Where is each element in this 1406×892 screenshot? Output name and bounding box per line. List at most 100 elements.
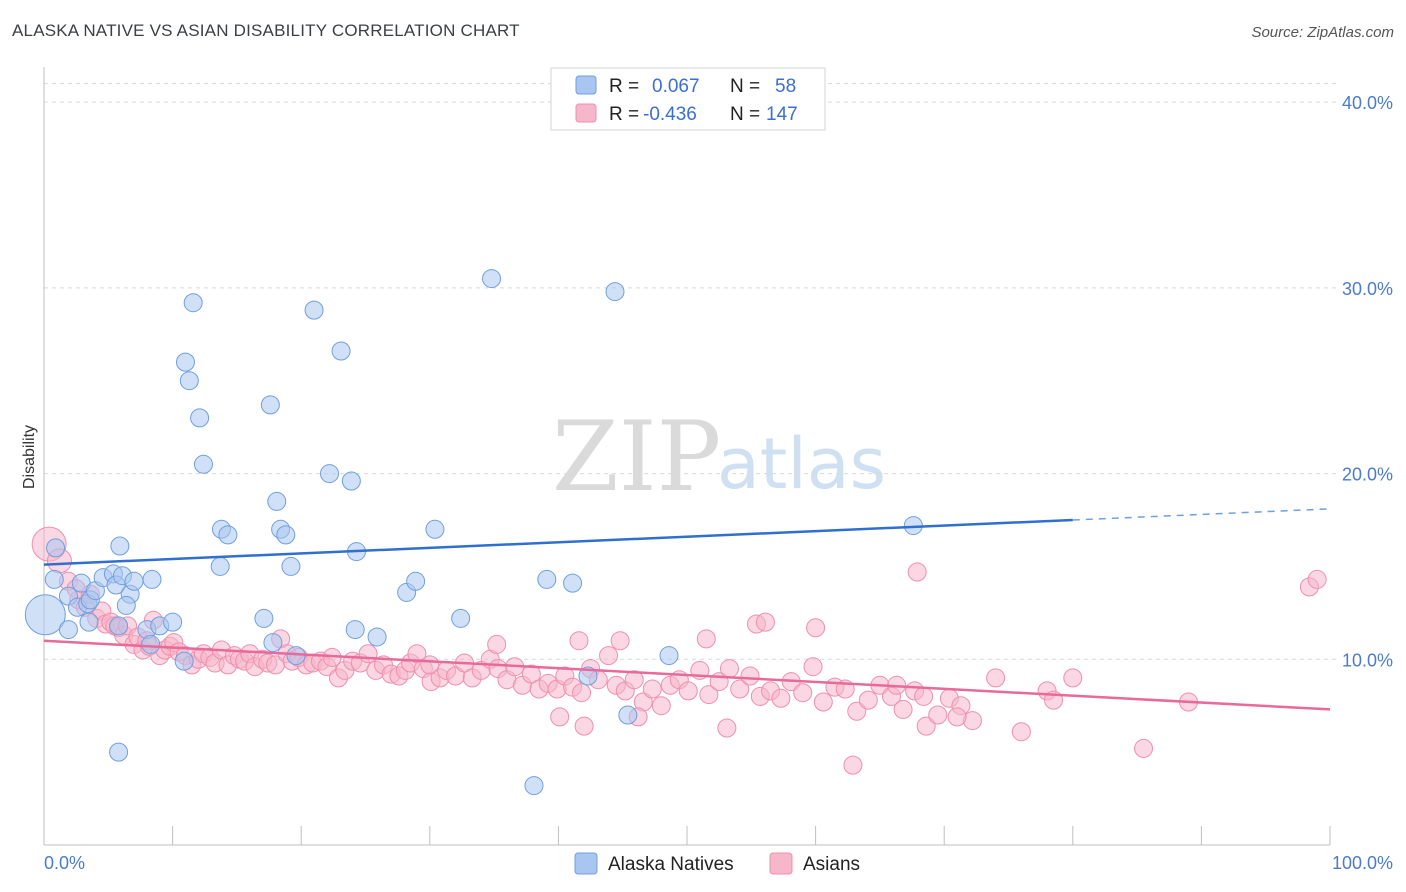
asian-point — [624, 670, 644, 690]
legend-n-label-1: N = — [730, 76, 760, 97]
watermark-zip: ZIP — [552, 401, 721, 513]
alaska-native-point — [260, 395, 280, 415]
asian-point — [550, 707, 570, 727]
alaska-native-point — [563, 573, 583, 593]
alaska-native-point — [193, 454, 213, 474]
alaska-native-point — [345, 620, 365, 640]
y-tick-label: 10.0% — [1342, 650, 1393, 670]
alaska-native-point — [578, 666, 598, 686]
axes — [43, 67, 1331, 846]
alaska-native-point — [179, 371, 199, 391]
y-tick-label: 30.0% — [1342, 279, 1393, 299]
alaska-native-point — [174, 651, 194, 671]
data-points — [24, 269, 1327, 796]
trend-line-alaska-natives-extension — [1072, 508, 1331, 521]
alaska-native-point — [190, 408, 210, 428]
watermark-atlas: atlas — [717, 423, 886, 505]
alaska-native-point — [124, 571, 144, 591]
asian-point — [813, 692, 833, 712]
asian-point — [574, 716, 594, 736]
alaska-native-point — [319, 464, 339, 484]
asian-point — [487, 634, 507, 654]
alaska-native-point — [276, 525, 296, 545]
asian-point — [914, 686, 934, 706]
asian-point — [916, 716, 936, 736]
asian-point — [717, 718, 737, 738]
asian-point — [755, 612, 775, 632]
alaska-native-point — [46, 538, 66, 558]
stats-legend-box — [550, 67, 826, 131]
asian-point — [719, 659, 739, 679]
asian-point — [847, 701, 867, 721]
alaska-native-point — [281, 556, 301, 576]
legend-r-value-1: 0.067 — [652, 76, 700, 97]
legend-swatch-alaska-natives — [575, 75, 597, 95]
alaska-native-point — [141, 634, 161, 654]
asian-point — [610, 631, 630, 651]
asian-point — [1063, 668, 1083, 688]
x-tick-label: 100.0% — [1332, 853, 1393, 873]
alaska-native-point — [367, 627, 387, 647]
alaska-native-point — [263, 633, 283, 653]
alaska-native-point — [482, 269, 502, 289]
asian-point — [651, 696, 671, 716]
legend-r-label-1: R = — [609, 76, 639, 97]
asian-point — [420, 655, 440, 675]
legend-r-label-2: R = — [609, 104, 639, 125]
asian-point — [947, 707, 967, 727]
y-tick-label: 20.0% — [1342, 465, 1393, 485]
legend-r-value-2: -0.436 — [643, 104, 697, 125]
alaska-native-point — [116, 595, 136, 615]
legend-n-value-2: 147 — [766, 104, 798, 125]
asian-point — [740, 666, 760, 686]
alaska-native-point — [406, 571, 426, 591]
asian-point — [1307, 569, 1327, 589]
y-axis-label: Disability — [21, 425, 38, 489]
asian-point — [793, 683, 813, 703]
asian-point — [1011, 722, 1031, 742]
alaska-native-point — [183, 293, 203, 313]
page-title: ALASKA NATIVE VS ASIAN DISABILITY CORREL… — [12, 21, 520, 40]
asian-point — [730, 679, 750, 699]
alaska-native-point — [109, 616, 129, 636]
asian-point — [696, 629, 716, 649]
asian-point — [843, 755, 863, 775]
asian-point — [986, 668, 1006, 688]
gridlines — [44, 83, 1340, 660]
asian-point — [907, 562, 927, 582]
tick-labels: 10.0% 20.0% 30.0% 40.0% 0.0% 100.0% — [44, 93, 1393, 873]
watermark: ZIP atlas — [552, 401, 886, 513]
series-legend-label-alaska-natives: Alaska Natives — [608, 854, 734, 875]
alaska-native-point — [254, 608, 274, 628]
asian-point — [699, 685, 719, 705]
alaska-native-point — [58, 620, 78, 640]
alaska-native-point — [218, 525, 238, 545]
asian-point — [521, 664, 541, 684]
y-tick-label: 40.0% — [1342, 93, 1393, 113]
alaska-native-point — [304, 300, 324, 320]
alaska-native-point — [163, 612, 183, 632]
alaska-native-point — [24, 594, 66, 636]
trend-line-asians — [43, 639, 1331, 711]
series-legend-swatch-asians — [769, 852, 793, 875]
asian-point — [858, 690, 878, 710]
alaska-native-point — [44, 569, 64, 589]
alaska-native-point — [110, 536, 130, 556]
alaska-native-point — [659, 646, 679, 666]
alaska-native-point — [175, 352, 195, 372]
x-tick-label: 0.0% — [44, 853, 85, 873]
asian-point — [642, 679, 662, 699]
legend-swatch-asians — [575, 103, 597, 123]
series-legend: Alaska Natives Asians — [574, 852, 860, 875]
series-legend-swatch-alaska-natives — [574, 852, 598, 875]
asian-point — [806, 618, 826, 638]
alaska-native-point — [451, 608, 471, 628]
asian-point — [358, 644, 378, 664]
legend-n-label-2: N = — [730, 104, 760, 125]
source-credit: Source: ZipAtlas.com — [1251, 24, 1394, 41]
alaska-native-point — [142, 569, 162, 589]
alaska-native-point — [537, 569, 557, 589]
alaska-native-point — [331, 341, 351, 361]
legend-n-value-1: 58 — [775, 76, 796, 97]
